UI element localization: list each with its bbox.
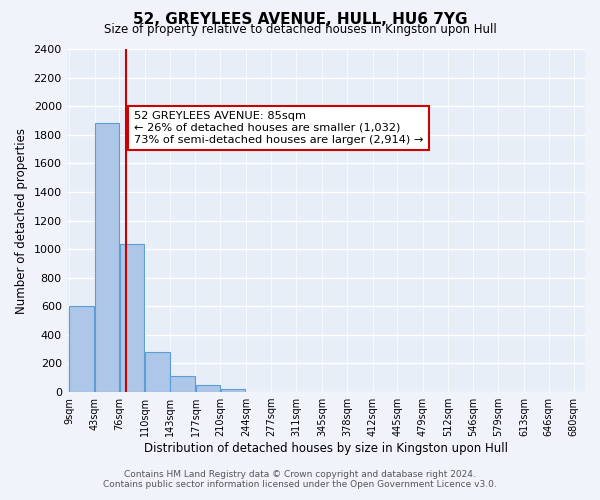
- Text: 52 GREYLEES AVENUE: 85sqm
← 26% of detached houses are smaller (1,032)
73% of se: 52 GREYLEES AVENUE: 85sqm ← 26% of detac…: [134, 112, 424, 144]
- X-axis label: Distribution of detached houses by size in Kingston upon Hull: Distribution of detached houses by size …: [144, 442, 508, 455]
- Bar: [196, 385, 220, 392]
- Text: Contains HM Land Registry data © Crown copyright and database right 2024.
Contai: Contains HM Land Registry data © Crown c…: [103, 470, 497, 489]
- Bar: [170, 376, 194, 392]
- Y-axis label: Number of detached properties: Number of detached properties: [15, 128, 28, 314]
- Bar: [69, 306, 94, 392]
- Text: 52, GREYLEES AVENUE, HULL, HU6 7YG: 52, GREYLEES AVENUE, HULL, HU6 7YG: [133, 12, 467, 28]
- Text: Size of property relative to detached houses in Kingston upon Hull: Size of property relative to detached ho…: [104, 22, 496, 36]
- Bar: [221, 389, 245, 392]
- Bar: [95, 124, 119, 392]
- Bar: [119, 244, 144, 392]
- Bar: [145, 352, 170, 392]
